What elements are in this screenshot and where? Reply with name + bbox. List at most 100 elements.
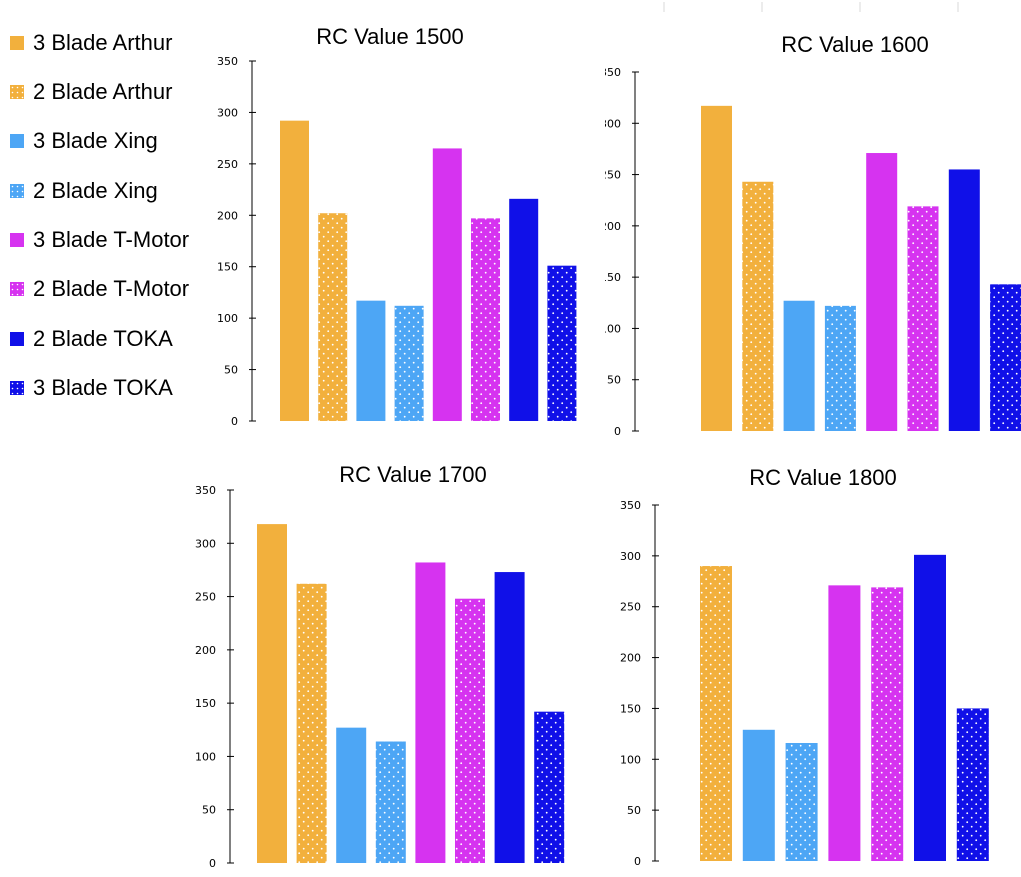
bar-2-blade-arthur bbox=[318, 213, 348, 421]
y-tick-label: 300 bbox=[195, 537, 216, 550]
chart-title: RC Value 1800 bbox=[749, 465, 897, 490]
y-tick-label: 100 bbox=[620, 753, 641, 766]
chart-title: RC Value 1700 bbox=[339, 462, 487, 487]
legend-label: 3 Blade T-Motor bbox=[33, 227, 190, 253]
bar-3-blade-t-motor bbox=[432, 148, 462, 421]
y-tick-label: 100 bbox=[195, 750, 216, 763]
bar-2-blade-toka bbox=[494, 572, 525, 863]
legend-swatch bbox=[10, 84, 24, 99]
chart-legend: 3 Blade Arthur 2 Blade Arthur 3 Blade Xing… bbox=[10, 24, 225, 419]
bar-2-blade-toka bbox=[509, 198, 539, 421]
chart-title: RC Value 1500 bbox=[316, 24, 464, 49]
legend-item: 3 Blade TOKA bbox=[10, 370, 225, 407]
y-tick-label: 0 bbox=[209, 857, 216, 870]
legend-label: 2 Blade Arthur bbox=[33, 78, 173, 104]
bar-3-blade-toka bbox=[547, 265, 577, 421]
y-tick-label: 300 bbox=[620, 550, 641, 563]
y-tick-label: 100 bbox=[217, 312, 238, 325]
bar-2-blade-t-motor bbox=[455, 598, 485, 863]
chart-rc-1800: RC Value 1800 0 50 100 150 200 250 300 350 bbox=[605, 460, 1015, 872]
legend-swatch bbox=[10, 331, 24, 346]
y-tick-label: 350 bbox=[217, 55, 238, 68]
legend-item: 2 Blade Arthur bbox=[10, 73, 225, 110]
legend-item: 3 Blade T-Motor bbox=[10, 222, 225, 259]
legend-item: 2 Blade TOKA bbox=[10, 320, 225, 357]
bar-3-blade-xing bbox=[783, 300, 815, 431]
y-tick-label: 0 bbox=[231, 415, 238, 428]
y-tick-label: 250 bbox=[605, 169, 621, 182]
legend-item: 2 Blade T-Motor bbox=[10, 271, 225, 308]
bar-3-blade-t-motor bbox=[828, 585, 861, 861]
chart-title: RC Value 1600 bbox=[781, 32, 929, 57]
y-tick-label: 50 bbox=[202, 804, 216, 817]
legend-label: 3 Blade TOKA bbox=[33, 375, 173, 401]
bar-3-blade-toka bbox=[990, 284, 1021, 431]
legend-swatch bbox=[10, 134, 24, 149]
bar-3-blade-xing bbox=[356, 300, 386, 421]
legend-label: 3 Blade Xing bbox=[33, 128, 158, 154]
y-tick-label: 300 bbox=[605, 117, 621, 130]
bar-3-blade-toka bbox=[956, 708, 989, 861]
y-tick-label: 200 bbox=[620, 652, 641, 665]
chart-rc-1600: RC Value 1600 0 50 100 150 200 250 300 350 bbox=[605, 25, 1021, 437]
chart-rc-1500: RC Value 1500 0 50 100 150 200 250 300 350 bbox=[200, 14, 590, 429]
bar-2-blade-xing bbox=[785, 743, 818, 861]
legend-label: 3 Blade Arthur bbox=[33, 29, 173, 55]
y-tick-label: 150 bbox=[195, 697, 216, 710]
bar-2-blade-t-motor bbox=[907, 206, 939, 431]
y-tick-label: 50 bbox=[224, 364, 238, 377]
legend-item: 3 Blade Xing bbox=[10, 123, 225, 160]
bar-2-blade-arthur bbox=[296, 583, 327, 863]
legend-swatch bbox=[10, 381, 24, 396]
legend-item: 3 Blade Arthur bbox=[10, 24, 225, 61]
y-tick-label: 150 bbox=[605, 271, 621, 284]
bar-2-blade-arthur bbox=[742, 181, 774, 431]
y-tick-label: 100 bbox=[605, 322, 621, 335]
bar-3-blade-t-motor bbox=[415, 562, 446, 863]
y-tick-label: 250 bbox=[620, 601, 641, 614]
bar-2-blade-toka bbox=[948, 169, 980, 431]
legend-swatch bbox=[10, 35, 24, 50]
legend-item: 2 Blade Xing bbox=[10, 172, 225, 209]
top-tick-marks bbox=[663, 2, 959, 12]
y-tick-label: 250 bbox=[217, 158, 238, 171]
y-tick-label: 200 bbox=[217, 209, 238, 222]
legend-swatch bbox=[10, 282, 24, 297]
y-tick-label: 350 bbox=[195, 484, 216, 497]
bar-3-blade-arthur bbox=[701, 105, 732, 431]
bar-3-blade-xing bbox=[742, 729, 775, 861]
legend-swatch bbox=[10, 183, 24, 198]
bar-2-blade-t-motor bbox=[471, 218, 500, 421]
bar-3-blade-t-motor bbox=[866, 153, 898, 431]
bar-2-blade-arthur bbox=[700, 566, 732, 861]
y-tick-label: 50 bbox=[627, 804, 641, 817]
legend-swatch bbox=[10, 233, 24, 248]
bar-2-blade-xing bbox=[824, 305, 856, 431]
legend-label: 2 Blade T-Motor bbox=[33, 276, 190, 302]
y-tick-label: 50 bbox=[607, 374, 621, 387]
y-tick-label: 0 bbox=[634, 855, 641, 868]
legend-label: 2 Blade TOKA bbox=[33, 325, 173, 351]
y-tick-label: 250 bbox=[195, 591, 216, 604]
bar-2-blade-xing bbox=[375, 741, 406, 863]
y-tick-label: 300 bbox=[217, 106, 238, 119]
bar-2-blade-t-motor bbox=[871, 587, 904, 861]
y-tick-label: 150 bbox=[620, 702, 641, 715]
bar-3-blade-toka bbox=[534, 711, 565, 863]
chart-rc-1700: RC Value 1700 0 50 100 150 200 250 300 350 bbox=[180, 455, 600, 875]
y-tick-label: 350 bbox=[605, 66, 621, 79]
bar-2-blade-xing bbox=[394, 305, 424, 421]
y-tick-label: 350 bbox=[620, 499, 641, 512]
chart-svg: RC Value 1700 0 50 100 150 200 250 300 350 bbox=[195, 462, 565, 870]
bar-2-blade-toka bbox=[914, 554, 946, 861]
bar-3-blade-xing bbox=[336, 727, 367, 863]
chart-svg: RC Value 1500 0 50 100 150 200 250 300 350 bbox=[217, 24, 577, 428]
legend-label: 2 Blade Xing bbox=[33, 177, 158, 203]
chart-svg: RC Value 1800 0 50 100 150 200 250 300 350 bbox=[620, 465, 989, 868]
chart-svg: RC Value 1600 0 50 100 150 200 250 300 350 bbox=[605, 32, 1021, 437]
y-tick-label: 200 bbox=[605, 220, 621, 233]
bar-3-blade-arthur bbox=[280, 120, 309, 422]
bar-3-blade-arthur bbox=[257, 524, 287, 863]
y-tick-label: 200 bbox=[195, 644, 216, 657]
y-tick-label: 150 bbox=[217, 261, 238, 274]
